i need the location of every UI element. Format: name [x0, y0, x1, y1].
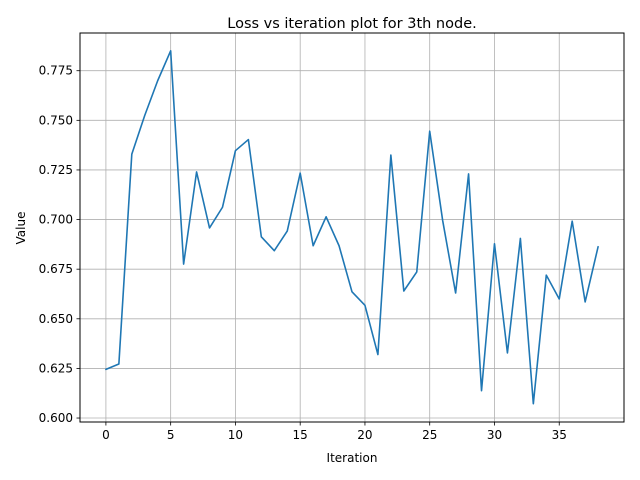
x-tick-label: 5	[167, 428, 175, 442]
y-axis-ticks: 0.600 0.625 0.650 0.675 0.700 0.725 0.750 0.775	[39, 64, 80, 425]
x-tick-label: 0	[102, 428, 110, 442]
x-axis-ticks: 0 5 10 15 20 25 30 35	[102, 422, 567, 442]
plot-frame	[79, 32, 625, 423]
chart-title: Loss vs iteration plot for 3th node.	[227, 16, 476, 32]
y-tick-label: 0.750	[39, 113, 73, 127]
x-tick-label: 15	[293, 428, 308, 442]
grid-lines	[80, 33, 624, 422]
y-tick-label: 0.700	[39, 213, 73, 227]
x-tick-label: 10	[228, 428, 243, 442]
y-tick-label: 0.675	[39, 262, 73, 276]
y-tick-label: 0.650	[39, 312, 73, 326]
x-tick-label: 20	[357, 428, 372, 442]
y-tick-label: 0.625	[39, 361, 73, 375]
y-tick-label: 0.775	[39, 64, 73, 78]
x-tick-label: 35	[552, 428, 567, 442]
x-tick-label: 30	[487, 428, 502, 442]
x-tick-label: 25	[422, 428, 437, 442]
y-tick-label: 0.725	[39, 163, 73, 177]
y-axis-label: Value	[14, 212, 28, 245]
loss-series-line	[105, 50, 599, 405]
x-axis-label: Iteration	[327, 451, 378, 465]
y-tick-label: 0.600	[39, 411, 73, 425]
series-group	[105, 50, 599, 405]
